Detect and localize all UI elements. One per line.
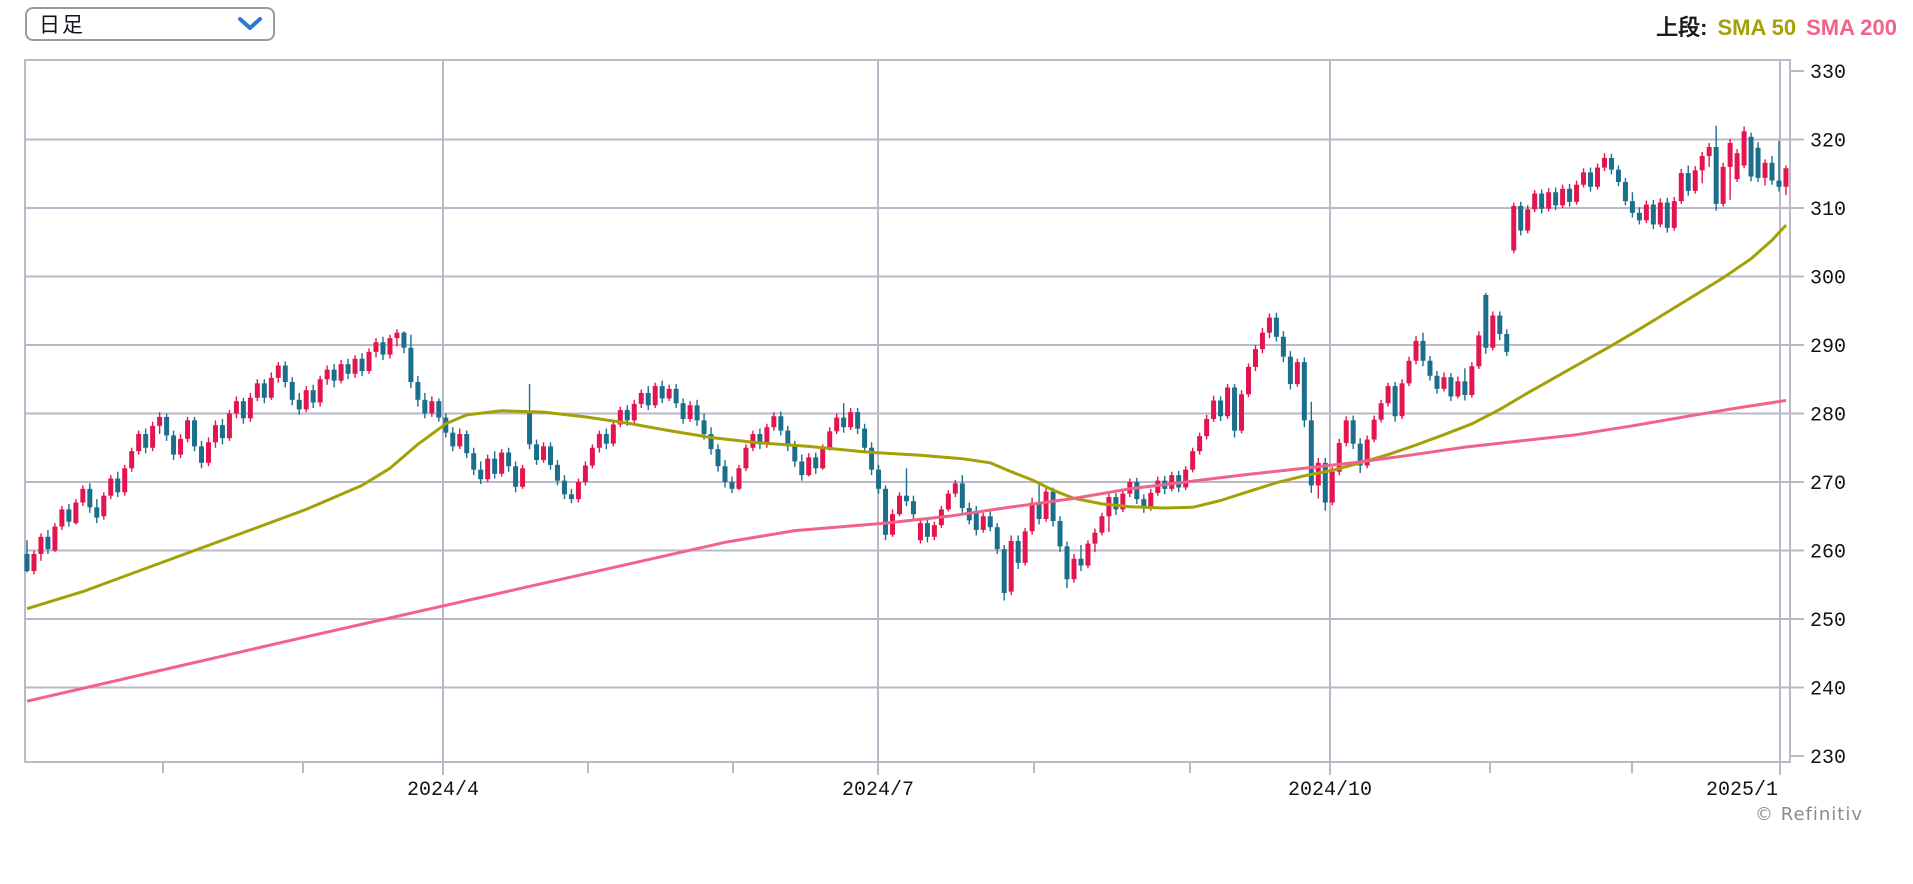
refinitiv-watermark: © Refinitiv: [1755, 804, 1863, 825]
y-axis-label: 230: [1810, 747, 1846, 770]
y-axis-label: 320: [1810, 131, 1846, 154]
chart-toolbar: 日足 上段: SMA 50 SMA 200: [0, 0, 1913, 52]
chevron-down-icon: [237, 16, 263, 32]
y-axis-label: 250: [1810, 610, 1846, 633]
y-axis-label: 260: [1810, 542, 1846, 565]
y-axis-label: 330: [1810, 62, 1846, 85]
period-dropdown-value: 日足: [39, 14, 85, 37]
y-axis-label: 280: [1810, 405, 1846, 428]
legend-sma50: SMA 50: [1717, 15, 1797, 40]
y-axis-label: 270: [1810, 473, 1846, 496]
period-dropdown[interactable]: 日足: [25, 7, 275, 41]
y-axis-label: 290: [1810, 336, 1846, 359]
x-axis-label: 2024/4: [407, 779, 479, 802]
y-axis-label: 300: [1810, 268, 1846, 291]
x-axis-label: 2024/7: [842, 779, 914, 802]
legend-sma200: SMA 200: [1806, 15, 1897, 40]
x-axis-label: 2024/10: [1288, 779, 1372, 802]
y-axis-label: 240: [1810, 679, 1846, 702]
indicator-legend: 上段: SMA 50 SMA 200: [1646, 10, 1897, 42]
x-axis-label: 2025/1: [1706, 779, 1778, 802]
legend-prefix: 上段:: [1656, 15, 1708, 40]
y-axis-label: 310: [1810, 199, 1846, 222]
